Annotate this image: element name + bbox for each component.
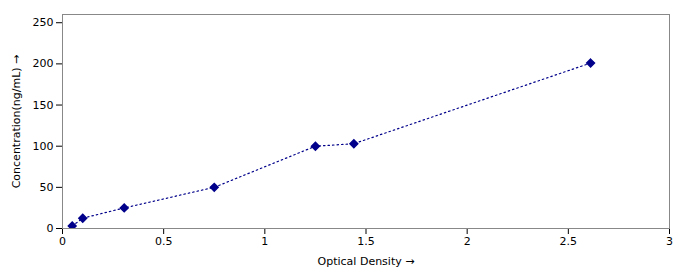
svg-text:0: 0 <box>47 222 54 235</box>
svg-text:50: 50 <box>40 181 54 194</box>
svg-text:2: 2 <box>464 235 471 248</box>
svg-text:Concentration(ng/mL) →: Concentration(ng/mL) → <box>10 55 23 189</box>
svg-text:150: 150 <box>33 99 54 112</box>
svg-text:1: 1 <box>261 235 268 248</box>
svg-text:250: 250 <box>33 16 54 29</box>
svg-text:3: 3 <box>666 235 673 248</box>
svg-text:200: 200 <box>33 57 54 70</box>
svg-text:0: 0 <box>59 235 66 248</box>
svg-text:100: 100 <box>33 140 54 153</box>
svg-text:2.5: 2.5 <box>560 235 578 248</box>
svg-text:0.5: 0.5 <box>155 235 173 248</box>
svg-text:Optical Density →: Optical Density → <box>318 255 415 268</box>
svg-text:1.5: 1.5 <box>357 235 375 248</box>
